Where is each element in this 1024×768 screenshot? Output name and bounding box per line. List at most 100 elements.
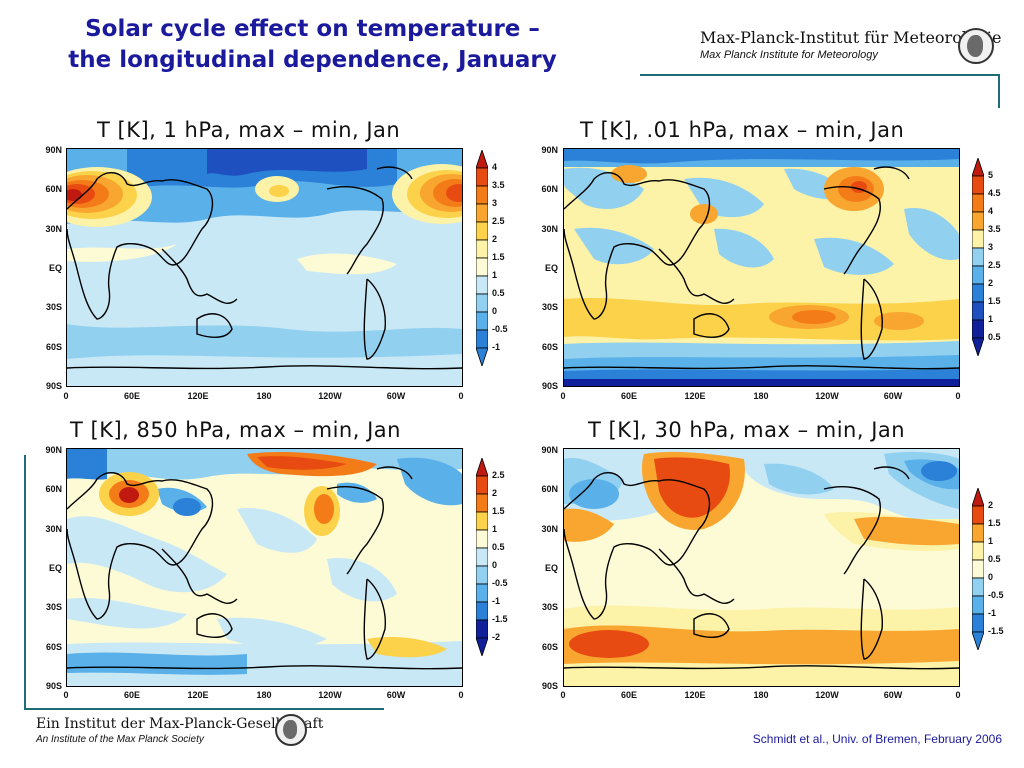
lat-label: 30N — [541, 224, 558, 234]
colorbar-swatch — [476, 475, 488, 495]
colorbar-swatches — [476, 458, 488, 656]
colorbar-tick-label: 0.5 — [988, 332, 1001, 342]
lon-label: 120E — [684, 690, 706, 700]
colorbar-tick-label: 2.5 — [988, 260, 1001, 270]
colorbar-top-arrow — [476, 458, 488, 477]
colorbar-tick-label: 1.5 — [492, 252, 505, 262]
lat-label: 30S — [45, 602, 62, 612]
left-divider — [24, 455, 26, 710]
colorbar-bottom-arrow — [972, 337, 984, 356]
colorbar-swatches — [972, 488, 984, 650]
lon-label: 120E — [187, 690, 209, 700]
lat-label: 60N — [45, 184, 62, 194]
colorbar-swatch — [972, 613, 984, 633]
minerva-seal-icon — [958, 28, 994, 64]
colorbar-swatch — [476, 293, 488, 313]
colorbar-swatch — [972, 193, 984, 213]
lon-label: 120W — [318, 690, 342, 700]
lon-label: 0 — [955, 690, 961, 700]
society-name-de: Ein Institut der Max-Planck-Gesellschaft — [36, 716, 324, 732]
lon-label: 0 — [63, 690, 69, 700]
colorbar-tick-label: 0.5 — [492, 288, 505, 298]
panel-title: T [K], .01 hPa, max – min, Jan — [580, 118, 905, 142]
lon-label: 180 — [256, 690, 272, 700]
colorbar-tick-label: -0.5 — [492, 578, 508, 588]
colorbar-top-arrow — [972, 158, 984, 177]
colorbar-swatch — [972, 175, 984, 195]
lat-label: 90N — [541, 445, 558, 455]
colorbar-tick-label: 2 — [492, 488, 498, 498]
colorbar-swatch — [476, 565, 488, 585]
lon-label: 0 — [458, 690, 464, 700]
lon-label: 120E — [187, 391, 209, 401]
colorbar-tick-label: 2 — [492, 234, 498, 244]
minerva-seal-icon — [275, 714, 307, 746]
temperature-field-map — [564, 449, 959, 686]
colorbar-tick-label: -1.5 — [492, 614, 508, 624]
colorbar-swatch — [972, 319, 984, 339]
lat-label: EQ — [48, 563, 62, 573]
lon-label: 60E — [620, 690, 637, 700]
lon-label: 60E — [620, 391, 637, 401]
lat-label: 90N — [45, 445, 62, 455]
institute-name-de: Max-Planck-Institut für Meteorologie — [700, 28, 1002, 47]
map-plot — [563, 448, 960, 687]
lat-label: 30N — [45, 524, 62, 534]
colorbar-tick-label: 2.5 — [492, 470, 505, 480]
lat-label: 30N — [541, 524, 558, 534]
slide-title: Solar cycle effect on temperature – the … — [0, 14, 625, 76]
map-plot — [66, 148, 463, 387]
colorbar-swatch — [972, 577, 984, 597]
lon-label: 60W — [883, 391, 903, 401]
colorbar-swatch — [476, 311, 488, 331]
colorbar-swatches — [972, 158, 984, 356]
colorbar-tick-label: 3.5 — [492, 180, 505, 190]
panel-title: T [K], 850 hPa, max – min, Jan — [70, 418, 401, 442]
lon-label: 60E — [123, 690, 140, 700]
colorbar-swatch — [476, 239, 488, 259]
colorbar-swatch — [972, 265, 984, 285]
colorbar-tick-label: 2 — [988, 278, 994, 288]
society-name-en: An Institute of the Max Planck Society — [36, 734, 204, 745]
colorbar-tick-label: 3 — [988, 242, 994, 252]
lat-label: 60S — [541, 642, 558, 652]
colorbar-tick-label: -1 — [988, 608, 997, 618]
colorbar-swatch — [476, 185, 488, 205]
lon-label: 180 — [753, 391, 769, 401]
header-divider — [640, 74, 1000, 76]
colorbar-swatch — [972, 541, 984, 561]
colorbar-tick-label: 3 — [492, 198, 498, 208]
colorbar-swatch — [972, 229, 984, 249]
colorbar-bottom-arrow — [476, 637, 488, 656]
colorbar-top-arrow — [476, 150, 488, 169]
header-divider-vertical — [998, 74, 1000, 108]
citation: Schmidt et al., Univ. of Bremen, Februar… — [752, 732, 1002, 746]
map-plot — [66, 448, 463, 687]
lon-label: 60W — [883, 690, 903, 700]
colorbar: 2.5 2 1.5 1 0.5 0 -0.5 -1 -1.5 -2 — [476, 458, 508, 656]
lon-label: 60E — [123, 391, 140, 401]
map-plot — [563, 148, 960, 387]
colorbar-swatch — [476, 329, 488, 349]
lon-label: 60W — [386, 690, 406, 700]
lon-label: 0 — [63, 391, 69, 401]
colorbar-swatch — [972, 595, 984, 615]
lon-label: 0 — [560, 690, 566, 700]
colorbar-swatch — [476, 167, 488, 187]
colorbar-swatch — [476, 275, 488, 295]
lon-label: 180 — [256, 391, 272, 401]
lat-label: 30S — [541, 602, 558, 612]
temperature-field-map — [564, 149, 959, 386]
colorbar-swatch — [476, 257, 488, 277]
colorbar-swatch — [476, 203, 488, 223]
lat-label: 90N — [541, 145, 558, 155]
lat-label: EQ — [544, 563, 558, 573]
colorbar-tick-label: 1 — [988, 536, 994, 546]
colorbar-swatch — [476, 583, 488, 603]
colorbar-tick-label: -0.5 — [492, 324, 508, 334]
colorbar-swatch — [972, 247, 984, 267]
colorbar-tick-label: 0.5 — [492, 542, 505, 552]
colorbar-swatch — [476, 601, 488, 621]
colorbar-tick-label: 3.5 — [988, 224, 1001, 234]
colorbar-swatch — [972, 283, 984, 303]
